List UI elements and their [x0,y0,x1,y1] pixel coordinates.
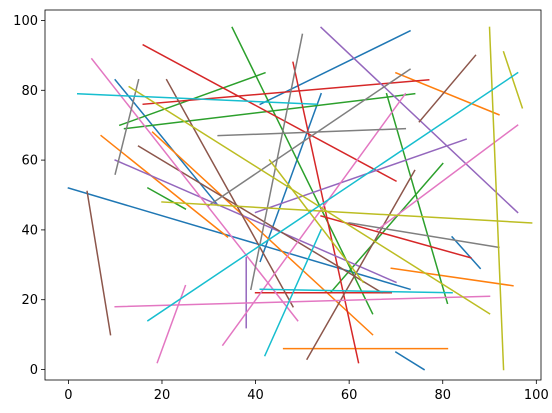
series-line-16 [329,162,444,294]
x-tick-label: 100 [524,388,549,403]
y-tick-label: 80 [21,84,38,99]
x-tick-label: 0 [64,388,72,403]
x-tick-label: 80 [434,388,451,403]
series-line-42 [128,85,491,315]
y-tick-label: 60 [21,154,38,169]
x-tick-label: 60 [341,388,358,403]
series-line-28 [165,78,295,308]
series-line-15 [146,186,187,210]
plot-frame [44,9,542,381]
series-line-24 [254,138,468,214]
series-line-13 [231,26,374,315]
series-line-10 [394,71,500,116]
series-line-4 [451,235,482,270]
series-line-23 [320,26,519,214]
series-line-30 [306,169,416,361]
x-tick-label: 40 [247,388,264,403]
series-line-18 [142,43,397,183]
series-line-25 [114,159,397,284]
series-line-47 [76,92,318,106]
series-line-34 [221,92,407,347]
series-line-48 [146,71,519,322]
series-line-50 [263,228,323,357]
y-tick-label: 100 [13,14,38,29]
series-line-49 [259,288,453,294]
series-line-46 [268,159,365,284]
series-line-20 [292,61,360,364]
series-line-39 [207,68,412,207]
axis-layer: 0 20 40 60 80 100 0 20 40 60 80 100 [13,14,549,403]
series-line-7 [100,134,229,238]
series-layer [67,26,533,371]
series-line-41 [348,222,500,249]
series-line-45 [502,50,524,109]
y-tick-label: 40 [21,223,38,238]
series-line-8 [390,267,514,287]
series-line-6 [259,92,323,263]
series-line-32 [90,57,299,322]
x-tick-label: 20 [154,388,171,403]
series-line-5 [394,351,426,371]
series-line-31 [418,54,477,123]
series-line-37 [217,127,407,137]
y-tick-label: 0 [30,363,38,378]
series-line-27 [86,190,112,336]
series-line-43 [161,201,533,224]
y-tick-label: 20 [21,293,38,308]
series-line-40 [114,78,140,175]
series-line-44 [488,26,505,371]
